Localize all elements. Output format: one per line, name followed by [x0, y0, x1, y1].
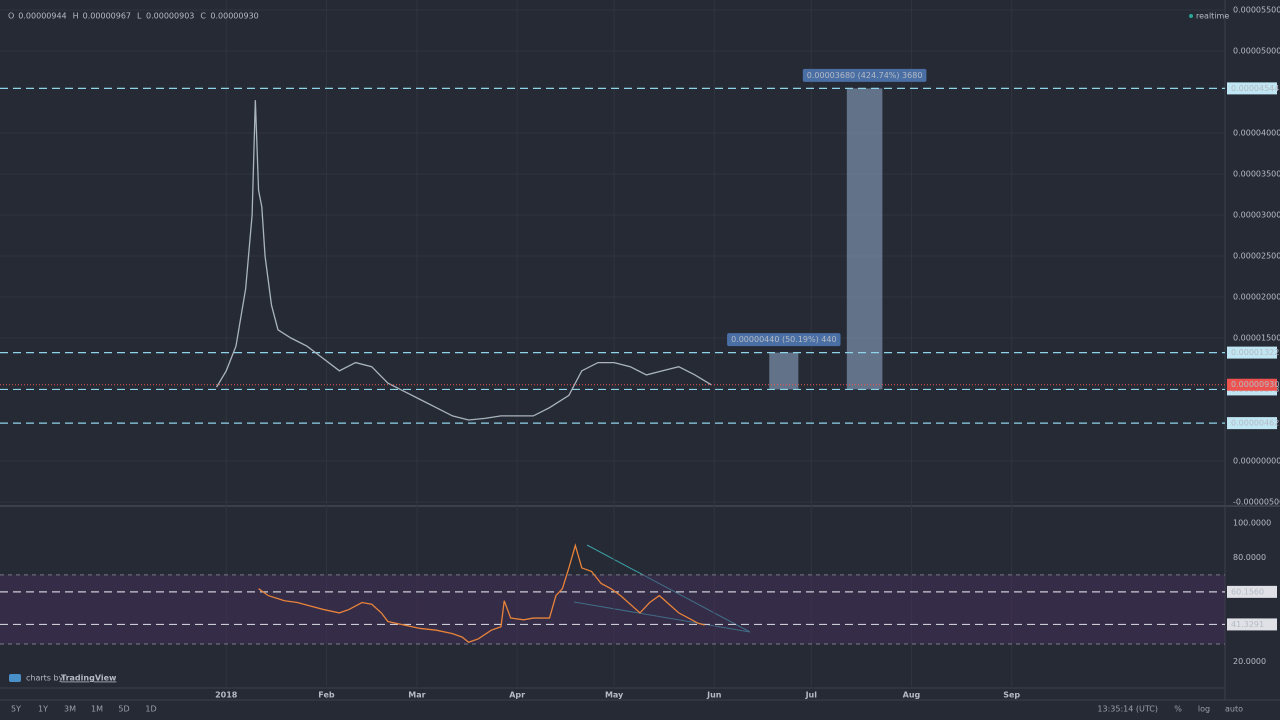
- range-button[interactable]: 3M: [64, 705, 76, 714]
- option-button[interactable]: auto: [1225, 705, 1243, 714]
- y-tick-label: 0.00002000: [1233, 293, 1280, 302]
- level-tag: [1227, 82, 1277, 95]
- ohlc-value: 0.00000930: [210, 12, 258, 21]
- status: realtime: [1196, 12, 1229, 21]
- x-tick-label: Feb: [318, 691, 335, 700]
- y-tick-label: 0.00004000: [1233, 129, 1280, 138]
- level-tag: [1227, 618, 1277, 631]
- ohlc-key: O: [8, 12, 14, 21]
- annotation-bg: [727, 333, 841, 347]
- ohlc-value: 0.00000944: [18, 12, 66, 21]
- level-label: 0.00004544: [1231, 84, 1279, 93]
- level-label: 60.1560: [1231, 587, 1264, 596]
- y-tick-label: 20.0000: [1233, 657, 1266, 666]
- y-tick-label: -0.00000500: [1233, 498, 1280, 507]
- annotation-label: 0.00003680 (424.74%) 3680: [807, 71, 923, 80]
- annotation-bg: [802, 68, 927, 82]
- watermark-brand[interactable]: TradingView: [61, 674, 117, 683]
- clock: 13:35:14 (UTC): [1097, 705, 1158, 714]
- last-price-label: 0.00000930: [1231, 380, 1279, 389]
- rsi-band: [0, 574, 1225, 645]
- level-tag: [1227, 585, 1277, 598]
- x-tick-label: Mar: [408, 691, 425, 700]
- status-dot: [1189, 14, 1193, 18]
- range-button[interactable]: 1D: [145, 705, 156, 714]
- ohlc-value: 0.00000967: [83, 12, 131, 21]
- level-label: 0.00001322: [1231, 348, 1279, 357]
- trend-line: [573, 601, 751, 633]
- y-tick-label: 0.00000000: [1233, 457, 1280, 466]
- projection-box: [769, 352, 799, 390]
- ohlc-key: C: [200, 12, 206, 21]
- x-tick-label: Jul: [805, 691, 818, 700]
- ohlc-key: H: [73, 12, 79, 21]
- ohlc-key: L: [137, 12, 142, 21]
- option-button[interactable]: %: [1174, 705, 1182, 714]
- y-tick-label: 0.00001500: [1233, 334, 1280, 343]
- x-tick-label: 2018: [215, 691, 238, 700]
- range-button[interactable]: 1M: [91, 705, 103, 714]
- y-tick-label: 0.00003500: [1233, 170, 1280, 179]
- y-tick-label: 0.00005000: [1233, 47, 1280, 56]
- annotation-label: 0.00000440 (50.19%) 440: [731, 335, 836, 344]
- watermark-prefix: charts by: [26, 674, 64, 683]
- x-tick-label: Aug: [903, 691, 921, 700]
- level-tag: [1227, 346, 1277, 359]
- level-tag: [1227, 417, 1277, 430]
- level-label: 41.3291: [1231, 620, 1264, 629]
- y-tick-label: 100.0000: [1233, 518, 1271, 527]
- x-tick-label: Sep: [1003, 691, 1020, 700]
- range-button[interactable]: 1Y: [38, 705, 48, 714]
- last-price-tag: [1227, 378, 1277, 391]
- x-tick-label: Jun: [706, 691, 722, 700]
- y-tick-label: 0.00003000: [1233, 211, 1280, 220]
- ohlc-value: 0.00000903: [146, 12, 194, 21]
- x-tick-label: May: [605, 691, 624, 700]
- projection-box: [846, 88, 883, 390]
- option-button[interactable]: log: [1198, 705, 1210, 714]
- logo: [9, 674, 21, 682]
- range-button[interactable]: 5Y: [11, 705, 21, 714]
- rsi-line: [258, 543, 705, 644]
- price-line: [215, 100, 712, 421]
- x-tick-label: Apr: [509, 691, 525, 700]
- y-tick-label: 0.00005500: [1233, 6, 1280, 15]
- y-tick-label: 80.0000: [1233, 553, 1266, 562]
- level-label: 0.00000462: [1231, 419, 1279, 428]
- y-tick-label: 0.00002500: [1233, 252, 1280, 261]
- range-button[interactable]: 5D: [118, 705, 129, 714]
